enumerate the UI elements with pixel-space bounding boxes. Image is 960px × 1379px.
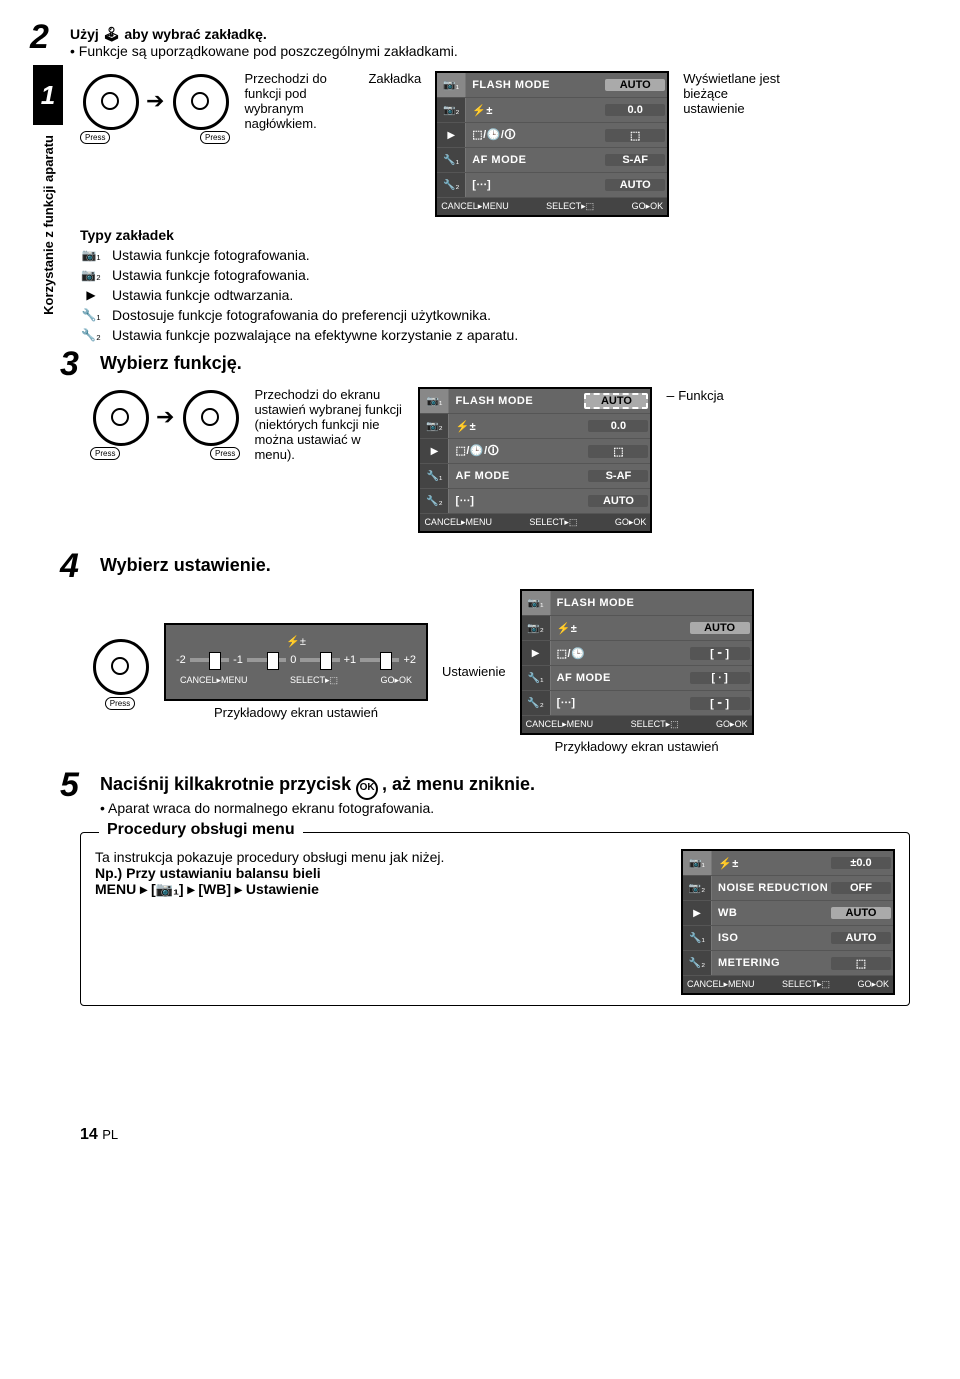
step-3: 3 Wybierz funkcję.: [60, 347, 910, 381]
proc-eg-label: Np.) Przy ustawianiu balansu bieli: [95, 865, 667, 881]
tab-type-row: 🔧₁Dostosuje funkcje fotografowania do pr…: [80, 307, 910, 323]
proc-text: Ta instrukcja pokazuje procedury obsługi…: [95, 849, 667, 865]
step-number: 4: [60, 549, 90, 583]
sidebar-label: Korzystanie z funkcji aparatu: [41, 135, 56, 315]
arrow-icon: ➔: [156, 404, 174, 430]
tab-type-row: 📷₂Ustawia funkcje fotografowania.: [80, 267, 910, 283]
slider-header: ⚡±: [176, 635, 416, 648]
step4-title: Wybierz ustawienie.: [100, 549, 910, 583]
step5-note: • Aparat wraca do normalnego ekranu foto…: [100, 800, 910, 816]
proc-path: MENU ▸ [📷₁] ▸ [WB] ▸ Ustawienie: [95, 881, 667, 898]
menu-screen-3: 📷₁FLASH MODEAUTO📷₂⚡±0.0▶⬚/🕒/🛈⬚🔧₁AF MODES…: [418, 387, 652, 533]
step-2: 2 Użyj 🕹 aby wybrać zakładkę. • Funkcje …: [30, 20, 910, 59]
settings-slider: ⚡± -2-10+1+2 CANCEL▸MENU SELECT▸⬚ GO▸OK: [164, 623, 428, 701]
tab-type-row: 📷₁Ustawia funkcje fotografowania.: [80, 247, 910, 263]
step2-note: • Funkcje są uporządkowane pod poszczegó…: [70, 43, 910, 59]
step5-title-b: , aż menu zniknie.: [382, 774, 535, 794]
step-number: 2: [30, 20, 60, 59]
step3-title: Wybierz funkcję.: [100, 347, 910, 381]
step-4: 4 Wybierz ustawienie.: [60, 549, 910, 583]
step5-title-a: Naciśnij kilkakrotnie przycisk: [100, 774, 356, 794]
step1-arrow-desc: Przechodzi do funkcji pod wybranym nagłó…: [244, 71, 354, 131]
tab-type-row: ▶Ustawia funkcje odtwarzania.: [80, 287, 910, 303]
setting-callout: Ustawienie: [442, 664, 506, 679]
tab-type-row: 🔧₂Ustawia funkcje pozwalające na efektyw…: [80, 327, 910, 343]
step2-title: Użyj 🕹 aby wybrać zakładkę.: [70, 26, 910, 43]
menu-screen-proc: 📷₁⚡±±0.0📷₂NOISE REDUCTIONOFF▶WBAUTO🔧₁ISO…: [681, 849, 895, 995]
dpad-diagram: ➔ Press Press: [90, 387, 240, 460]
step-5: 5 Naciśnij kilkakrotnie przycisk OK , aż…: [60, 768, 910, 816]
tab-types: Typy zakładek 📷₁Ustawia funkcje fotograf…: [80, 227, 910, 343]
press-label: Press: [80, 131, 110, 144]
function-callout: Funkcja: [678, 388, 724, 403]
procedures-box: Procedury obsługi menu Ta instrukcja pok…: [80, 832, 910, 1006]
page-footer: 14 PL: [80, 1126, 910, 1144]
press-label: Press: [200, 131, 230, 144]
dpad-diagram: Press: [90, 636, 150, 708]
sidebar: 1 Korzystanie z funkcji aparatu: [30, 65, 66, 347]
tabs-header: Typy zakładek: [80, 227, 910, 243]
lcd4-caption: Przykładowy ekran ustawień: [520, 739, 754, 754]
menu-screen-4: 📷₁FLASH MODE📷₂⚡±AUTO▶⬚/🕒[ ⁃ ]🔧₁AF MODE[ …: [520, 589, 754, 735]
slider-caption: Przykładowy ekran ustawień: [164, 705, 428, 720]
procedures-title: Procedury obsługi menu: [99, 821, 303, 839]
ok-button-icon: OK: [356, 778, 378, 800]
step-number: 3: [60, 347, 90, 381]
menu-screen-1: 📷₁FLASH MODEAUTO📷₂⚡±0.0▶⬚/🕒/🛈⬚🔧₁AF MODES…: [435, 71, 669, 217]
current-setting-callout: Wyświetlane jest bieżące ustawienie: [683, 71, 783, 116]
section-tab: 1: [33, 65, 63, 125]
step3-desc: Przechodzi do ekranu ustawień wybranej f…: [254, 387, 404, 462]
tab-callout: Zakładka: [368, 71, 421, 86]
arrow-icon: ➔: [146, 88, 164, 114]
dpad-diagram: ➔ Press Press: [80, 71, 230, 144]
step-number: 5: [60, 768, 90, 816]
